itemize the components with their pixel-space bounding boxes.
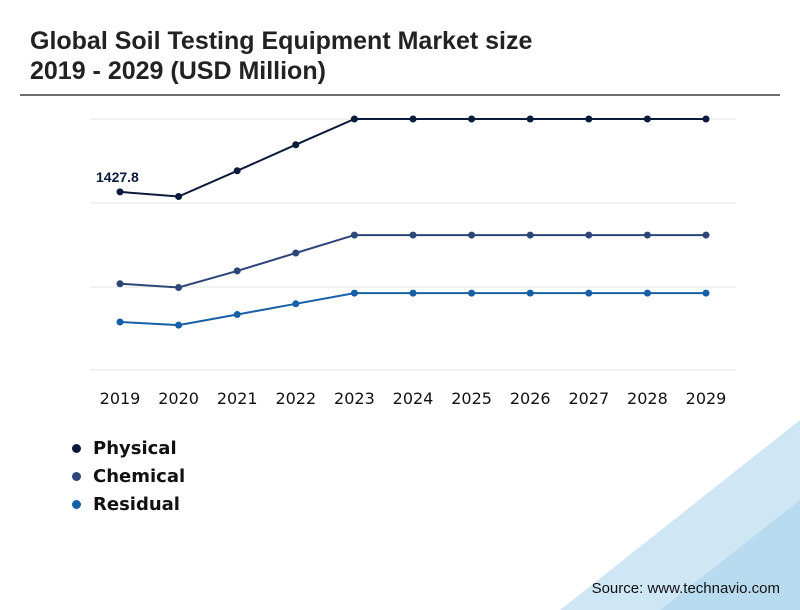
x-tick-label: 2019 [100,389,141,408]
data-point-physical [643,115,651,123]
legend-item-residual: Residual [72,490,185,518]
x-tick-label: 2026 [510,389,551,408]
x-tick-label: 2025 [451,389,492,408]
legend-item-chemical: Chemical [72,462,185,490]
legend-label-physical: Physical [93,437,177,459]
x-tick-label: 2023 [334,389,375,408]
data-point-physical [468,115,476,123]
data-point-physical [585,115,593,123]
data-point-physical [116,188,124,196]
data-point-residual [409,289,417,297]
source-credit: Source: www.technavio.com [591,580,780,597]
data-point-chemical [116,280,124,288]
legend-swatch-chemical [72,471,81,481]
legend-label-residual: Residual [93,493,180,515]
x-tick-label: 2022 [275,389,316,408]
x-tick-label: 2028 [627,389,668,408]
data-point-physical [350,115,358,123]
data-point-residual [526,289,534,297]
data-point-chemical [702,231,710,239]
data-point-chemical [233,267,241,275]
chart-title-line-2: 2019 - 2029 (USD Million) [30,57,326,85]
line-chart: 1427.8 2019 2020 2021 2022 2023 2024 2025 2026 20… [90,115,736,408]
data-point-residual [350,289,358,297]
data-point-residual [175,321,183,329]
data-point-residual [702,289,710,297]
chart-title: Global Soil Testing Equipment Market siz… [30,26,532,86]
data-point-chemical [526,231,534,239]
x-tick-label: 2021 [217,389,258,408]
data-point-physical [526,115,534,123]
data-point-residual [468,289,476,297]
x-tick-label: 2024 [393,389,434,408]
data-label: 1427.8 [96,169,139,185]
data-point-chemical [409,231,417,239]
data-point-residual [116,318,124,326]
data-point-residual [643,289,651,297]
x-tick-label: 2027 [568,389,609,408]
series-line-physical [119,118,706,198]
legend-label-chemical: Chemical [93,465,186,487]
data-point-physical [175,192,183,200]
data-point-residual [233,310,241,318]
data-point-chemical [175,283,183,291]
legend-swatch-residual [72,499,81,509]
data-point-residual [292,300,300,308]
data-point-chemical [292,249,300,257]
series-line-residual [119,292,706,327]
series-line-chemical [119,234,706,289]
data-point-physical [702,115,710,123]
x-tick-label: 2020 [158,389,199,408]
title-divider [20,94,780,96]
x-tick-label: 2029 [686,389,727,408]
chart-title-line-1: Global Soil Testing Equipment Market siz… [30,27,533,55]
data-point-physical [292,141,300,149]
accent-corner-shape-light [660,500,800,610]
legend: Physical Chemical Residual [72,434,185,518]
legend-swatch-physical [72,443,81,453]
data-point-chemical [468,231,476,239]
data-point-physical [233,167,241,175]
data-point-residual [585,289,593,297]
data-point-chemical [350,231,358,239]
data-point-chemical [643,231,651,239]
legend-item-physical: Physical [72,434,185,462]
data-point-chemical [585,231,593,239]
data-point-physical [409,115,417,123]
